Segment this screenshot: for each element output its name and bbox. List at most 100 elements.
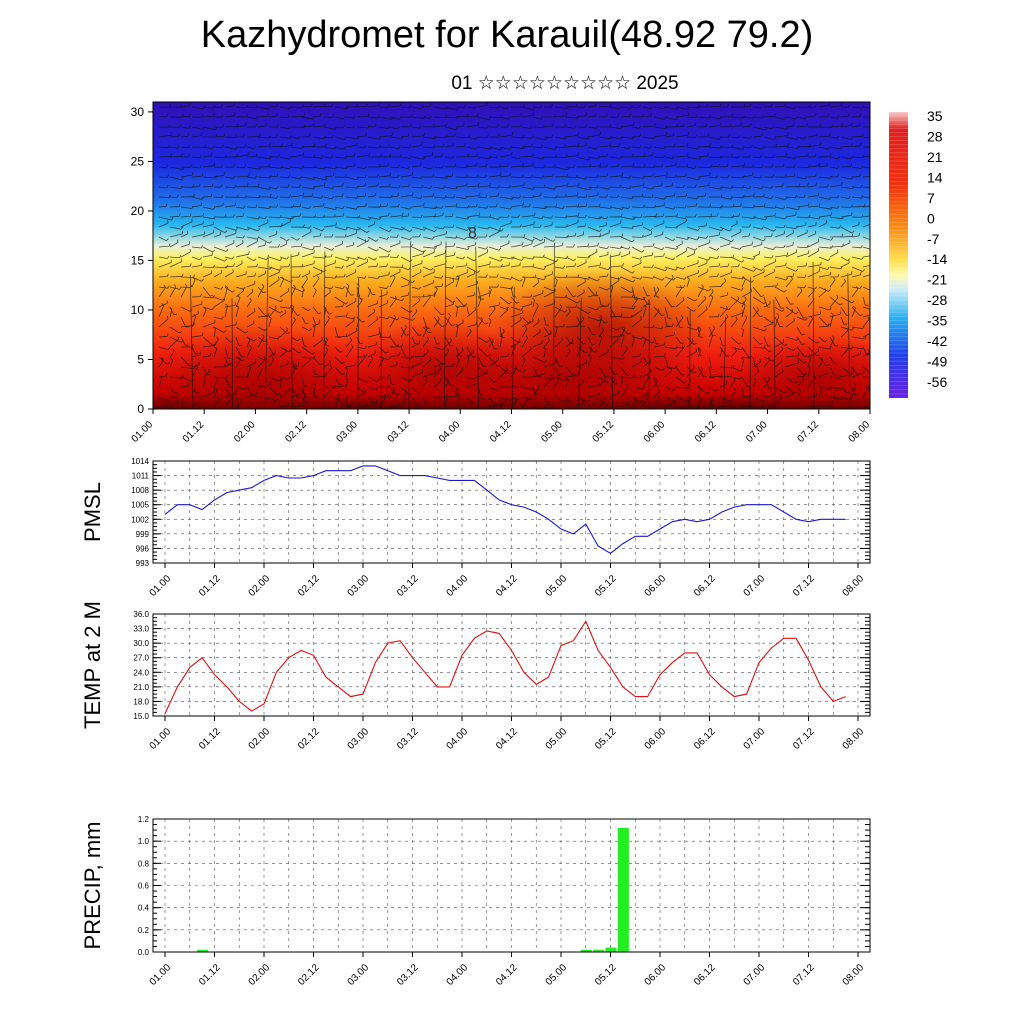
x-tick-label: 04.00 [445, 573, 471, 599]
colorbar-label: -28 [927, 292, 947, 308]
x-tick-label: 02.12 [296, 962, 322, 988]
y-tick-label: 30.0 [133, 639, 149, 648]
precip-bar [580, 949, 592, 952]
y-axis-label: PMSL [80, 482, 105, 542]
x-tick-label: 07.12 [791, 726, 817, 752]
y-tick-label: 0 [137, 402, 144, 416]
y-axis-label: PRECIP, mm [80, 822, 105, 950]
colorbar-label: -35 [927, 313, 947, 329]
y-tick-label: 0.0 [138, 948, 150, 957]
chart-subtitle: 01 ☆☆☆☆☆☆☆☆☆ 2025 [451, 73, 679, 94]
x-tick-label: 04.00 [445, 962, 471, 988]
x-tick-label: 02.12 [296, 726, 322, 752]
y-tick-label: 24.0 [133, 668, 149, 677]
precip-bar [617, 827, 629, 952]
x-tick-label: 04.12 [494, 573, 520, 599]
x-tick-label: 03.00 [346, 962, 372, 988]
contour-label: 8 [468, 225, 477, 242]
colorbar-label: 7 [927, 190, 935, 206]
y-tick-label: 30 [131, 105, 145, 119]
y-axis-label: TEMP at 2 M [80, 601, 105, 729]
x-tick-label: 04.00 [437, 419, 463, 445]
x-tick-label: 06.12 [693, 419, 719, 445]
y-tick-label: 1.2 [138, 815, 150, 824]
y-tick-label: 21.0 [133, 683, 149, 692]
colorbar-label: -7 [927, 231, 940, 247]
x-tick-label: 07.00 [744, 419, 770, 445]
x-tick-label: 07.12 [795, 419, 821, 445]
warm-cores [153, 270, 870, 409]
x-tick-label: 06.00 [643, 573, 669, 599]
y-tick-label: 15.0 [133, 712, 149, 721]
precip-bar [593, 949, 605, 952]
y-tick-label: 20 [131, 204, 145, 218]
x-tick-label: 03.00 [346, 726, 372, 752]
x-tick-label: 01.12 [181, 419, 207, 445]
x-tick-label: 05.12 [593, 573, 619, 599]
x-tick-label: 01.12 [197, 962, 223, 988]
y-tick-label: 10 [131, 303, 145, 317]
y-tick-label: 996 [136, 544, 150, 553]
y-tick-label: 15 [131, 253, 145, 267]
y-tick-label: 1011 [132, 472, 150, 481]
x-tick-label: 08.00 [841, 573, 867, 599]
x-tick-label: 03.12 [395, 726, 421, 752]
x-tick-label: 02.00 [232, 419, 258, 445]
x-tick-label: 01.00 [148, 573, 174, 599]
x-tick-label: 05.12 [593, 962, 619, 988]
x-tick-label: 05.00 [544, 726, 570, 752]
x-tick-label: 03.00 [335, 419, 361, 445]
x-tick-label: 06.00 [643, 726, 669, 752]
y-tick-label: 33.0 [133, 625, 149, 634]
x-tick-label: 06.12 [692, 726, 718, 752]
y-tick-label: 1008 [131, 486, 149, 495]
colorbar-label: -49 [927, 354, 947, 370]
x-tick-label: 01.00 [148, 726, 174, 752]
x-tick-label: 01.00 [148, 962, 174, 988]
colorbar-label: 35 [927, 108, 943, 124]
x-tick-label: 04.12 [494, 962, 520, 988]
grid [153, 819, 870, 952]
x-tick-label: 04.12 [488, 419, 514, 445]
x-tick-label: 06.12 [692, 573, 718, 599]
x-tick-label: 01.12 [197, 573, 223, 599]
colorbar-label: 0 [927, 210, 935, 226]
y-tick-label: 993 [136, 559, 150, 568]
y-tick-label: 0.8 [138, 859, 150, 868]
y-tick-label: 0.2 [138, 926, 150, 935]
x-tick-label: 03.00 [346, 573, 372, 599]
colorbar [889, 112, 908, 398]
x-tick-label: 02.00 [247, 573, 273, 599]
x-tick-label: 05.00 [544, 573, 570, 599]
data-line [164, 465, 846, 554]
x-tick-label: 05.12 [593, 726, 619, 752]
chart-title: Kazhydromet for Karauil(48.92 79.2) [200, 14, 814, 56]
colorbar-label: -14 [927, 251, 947, 267]
precip-bar [197, 949, 209, 952]
y-tick-label: 0.4 [138, 904, 150, 913]
x-tick-label: 05.00 [544, 962, 570, 988]
x-tick-label: 04.12 [494, 726, 520, 752]
x-tick-label: 07.00 [742, 573, 768, 599]
x-tick-label: 06.00 [642, 419, 668, 445]
x-tick-label: 07.00 [742, 726, 768, 752]
y-tick-label: 1014 [131, 457, 149, 466]
x-tick-label: 07.12 [791, 962, 817, 988]
y-tick-label: 5 [137, 352, 144, 366]
data-line [164, 620, 846, 714]
y-tick-label: 36.0 [133, 610, 149, 619]
x-tick-label: 03.12 [395, 573, 421, 599]
colorbar-label: 28 [927, 128, 943, 144]
x-tick-label: 07.12 [791, 573, 817, 599]
colorbar-label: -21 [927, 272, 947, 288]
y-tick-label: 1005 [131, 501, 149, 510]
colorbar-label: 14 [927, 169, 943, 185]
x-tick-label: 04.00 [445, 726, 471, 752]
x-tick-label: 02.00 [247, 726, 273, 752]
y-tick-label: 1002 [131, 515, 149, 524]
y-tick-label: 999 [136, 530, 150, 539]
precip-bar [605, 947, 617, 952]
x-tick-label: 02.12 [283, 419, 309, 445]
colorbar-label: 21 [927, 149, 943, 165]
